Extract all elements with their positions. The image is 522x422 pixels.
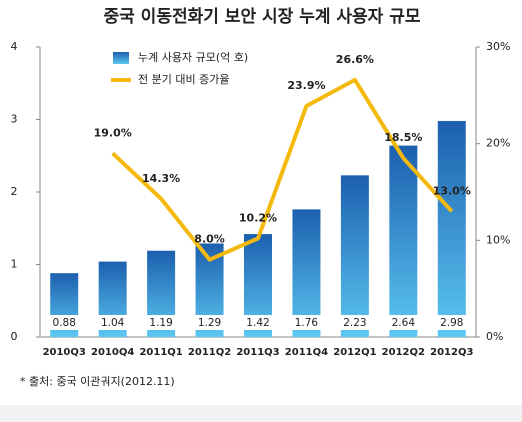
value-label: 1.42 bbox=[246, 317, 269, 329]
x-tick-label: 2012Q2 bbox=[382, 347, 425, 358]
value-label: 14.3% bbox=[142, 172, 180, 185]
x-tick-label: 2012Q1 bbox=[333, 347, 376, 358]
value-label-box bbox=[339, 315, 370, 330]
legend-swatch bbox=[113, 52, 129, 64]
y-tick-label: 0 bbox=[11, 330, 18, 343]
footer-band bbox=[0, 405, 522, 422]
value-label: 0.88 bbox=[53, 317, 76, 329]
x-tick-label: 2012Q3 bbox=[430, 347, 473, 358]
value-label-box bbox=[388, 315, 419, 330]
y-tick-label: 1 bbox=[11, 258, 18, 271]
x-tick-label: 2011Q2 bbox=[188, 347, 231, 358]
x-tick-label: 2010Q4 bbox=[91, 347, 134, 358]
y2-tick-label: 30% bbox=[486, 40, 510, 53]
y-tick-label: 2 bbox=[11, 185, 18, 198]
value-label: 23.9% bbox=[287, 79, 325, 92]
y2-tick-label: 10% bbox=[486, 233, 510, 246]
y-tick-label: 3 bbox=[11, 113, 18, 126]
value-label: 1.19 bbox=[149, 317, 172, 329]
chart-title: 중국 이동전화기 보안 시장 누계 사용자 규모 bbox=[103, 7, 420, 27]
x-tick-label: 2011Q3 bbox=[236, 347, 279, 358]
value-label: 18.5% bbox=[384, 131, 422, 144]
value-label: 13.0% bbox=[433, 184, 471, 197]
x-tick-label: 2011Q4 bbox=[285, 347, 328, 358]
value-label-box bbox=[194, 315, 225, 330]
value-label: 8.0% bbox=[194, 233, 225, 246]
y2-tick-label: 20% bbox=[486, 137, 510, 150]
value-label-box bbox=[49, 315, 80, 330]
value-label: 19.0% bbox=[94, 126, 132, 139]
value-label-box bbox=[97, 315, 128, 330]
value-label-box bbox=[146, 315, 177, 330]
value-label: 10.2% bbox=[239, 211, 277, 224]
bar bbox=[340, 175, 369, 337]
value-label: 2.64 bbox=[392, 317, 416, 329]
y2-tick-label: 0% bbox=[486, 330, 503, 343]
bar bbox=[437, 120, 466, 337]
value-label: 26.6% bbox=[336, 53, 374, 66]
value-label: 1.29 bbox=[198, 317, 221, 329]
value-label: 1.04 bbox=[101, 317, 125, 329]
value-label-box bbox=[436, 315, 467, 330]
bar bbox=[389, 145, 418, 337]
legend-label: 누계 사용자 규모(억 호) bbox=[138, 51, 248, 64]
value-label: 2.98 bbox=[440, 317, 463, 329]
value-label: 1.76 bbox=[295, 317, 319, 329]
legend-label: 전 분기 대비 증가율 bbox=[138, 73, 229, 86]
source-note: * 출처: 중국 이관궈지(2012.11) bbox=[20, 375, 175, 388]
value-label-box bbox=[291, 315, 322, 330]
x-tick-label: 2010Q3 bbox=[43, 347, 86, 358]
value-label-box bbox=[243, 315, 273, 330]
x-tick-label: 2011Q1 bbox=[139, 347, 182, 358]
y-tick-label: 4 bbox=[11, 40, 18, 53]
line bbox=[111, 77, 454, 262]
value-label: 2.23 bbox=[343, 317, 366, 329]
